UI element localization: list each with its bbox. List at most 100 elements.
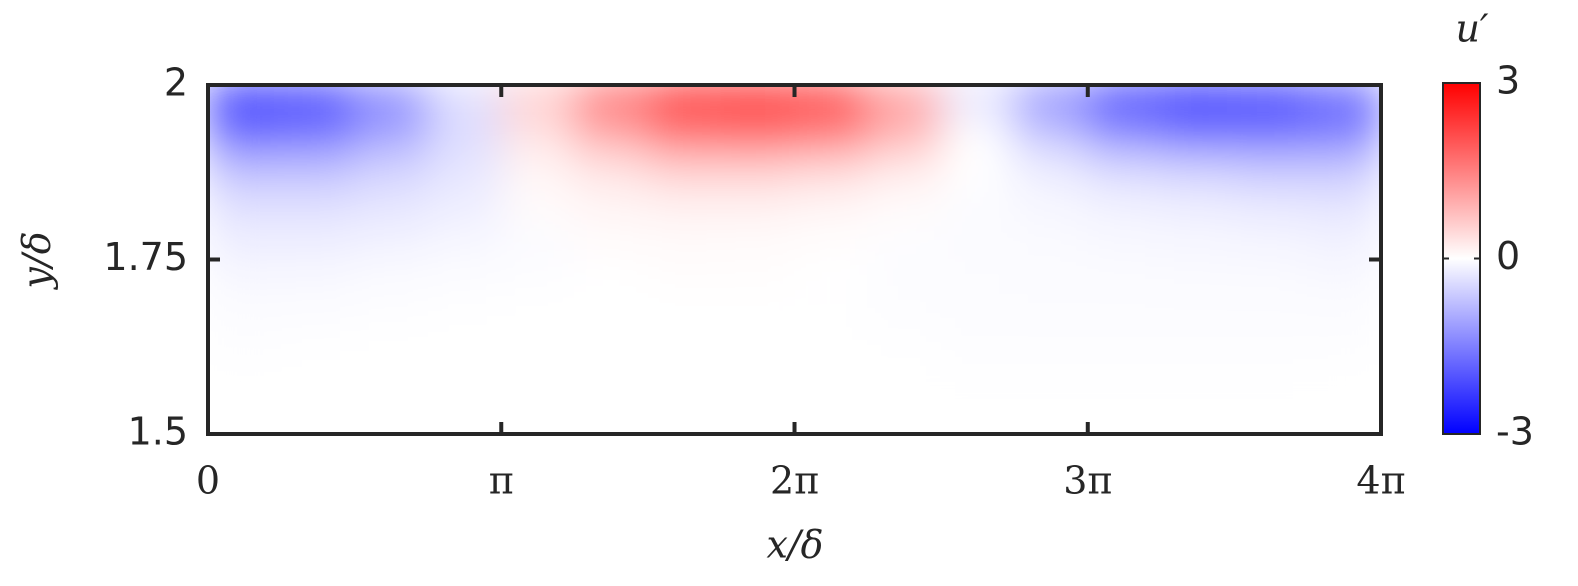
- colorbar-tick-label: -3: [1496, 410, 1534, 454]
- heatmap-cell: [794, 259, 869, 295]
- heatmap-cell: [427, 293, 502, 330]
- heatmap-cell: [794, 154, 869, 191]
- heatmap-cell: [574, 259, 649, 295]
- heatmap-cell: [1160, 328, 1235, 365]
- y-tick-label: 1.5: [128, 410, 188, 454]
- x-tick-label: 3π: [1063, 459, 1112, 503]
- heatmap-cell: [940, 293, 1016, 330]
- heatmap-cell: [1013, 154, 1089, 191]
- heatmap-cell: [427, 398, 502, 434]
- heatmap-cell: [500, 119, 575, 156]
- heatmap-cell: [720, 293, 795, 330]
- heatmap-cell: [867, 398, 942, 434]
- heatmap-cell: [1160, 119, 1235, 156]
- heatmap-cell: [1234, 328, 1309, 365]
- heatmap-cell: [574, 85, 649, 121]
- heatmap-cell: [1013, 398, 1089, 434]
- heatmap-cell: [940, 259, 1016, 295]
- heatmap-cell: [1013, 85, 1089, 121]
- heatmap-cell: [1306, 154, 1381, 191]
- heatmap-cell: [940, 189, 1016, 226]
- heatmap-cell: [1306, 363, 1381, 400]
- heatmap-cell: [1160, 398, 1235, 434]
- heatmap-cell: [427, 85, 502, 121]
- heatmap-cell: [940, 154, 1016, 191]
- heatmap-cell: [647, 363, 723, 400]
- heatmap-cell: [574, 189, 649, 226]
- heatmap-cell: [1234, 85, 1309, 121]
- heatmap-cell: [500, 398, 575, 434]
- heatmap-cell: [1087, 328, 1162, 365]
- heatmap-cell: [574, 224, 649, 260]
- x-tick-label: π: [489, 459, 514, 503]
- heatmap-cell: [208, 293, 282, 330]
- heatmap-cell: [647, 119, 723, 156]
- heatmap-cell: [720, 259, 795, 295]
- heatmap-cell: [208, 328, 282, 365]
- heatmap-cell: [867, 224, 942, 260]
- heatmap-cell: [867, 154, 942, 191]
- heatmap-cell: [1087, 85, 1162, 121]
- heatmap-cell: [500, 363, 575, 400]
- heatmap-cell: [720, 154, 795, 191]
- heatmap-cell: [427, 259, 502, 295]
- heatmap-cell: [574, 328, 649, 365]
- heatmap-cell: [1160, 85, 1235, 121]
- heatmap-cell: [500, 85, 575, 121]
- plot-area: [208, 85, 1381, 434]
- heatmap-cell: [1087, 398, 1162, 434]
- heatmap-cell: [647, 85, 723, 121]
- heatmap-cell: [427, 363, 502, 400]
- heatmap-cell: [1013, 189, 1089, 226]
- y-tick-label: 2: [164, 61, 188, 105]
- heatmap-cell: [427, 224, 502, 260]
- heatmap-cell: [1160, 224, 1235, 260]
- heatmap-cell: [1234, 189, 1309, 226]
- heatmap-cell: [647, 224, 723, 260]
- heatmap-cell: [353, 363, 429, 400]
- heatmap-cell: [280, 328, 356, 365]
- heatmap-cell: [208, 189, 282, 226]
- heatmap-cell: [280, 224, 356, 260]
- heatmap-cell: [1234, 119, 1309, 156]
- heatmap-cell: [940, 363, 1016, 400]
- heatmap-cell: [500, 293, 575, 330]
- heatmap-cell: [1013, 363, 1089, 400]
- heatmap-cell: [794, 189, 869, 226]
- heatmap-cell: [574, 154, 649, 191]
- heatmap-cell: [1306, 328, 1381, 365]
- heatmap-cell: [280, 259, 356, 295]
- heatmap-cell: [867, 259, 942, 295]
- heatmap-cell: [208, 363, 282, 400]
- heatmap-cell: [1087, 363, 1162, 400]
- heatmap-cell: [280, 363, 356, 400]
- heatmap-cell: [280, 154, 356, 191]
- heatmap-cell: [1013, 224, 1089, 260]
- heatmap-cell: [1087, 224, 1162, 260]
- heatmap-cell: [208, 85, 282, 121]
- heatmap-cell: [208, 398, 282, 434]
- heatmap-cell: [647, 259, 723, 295]
- heatmap-cell: [353, 259, 429, 295]
- heatmap-cell: [940, 328, 1016, 365]
- heatmap-cell: [1160, 363, 1235, 400]
- heatmap-cell: [353, 119, 429, 156]
- heatmap-cell: [647, 293, 723, 330]
- heatmap-cell: [1306, 398, 1381, 434]
- heatmap-cell: [1087, 154, 1162, 191]
- heatmap-cell: [794, 363, 869, 400]
- heatmap-cell: [353, 154, 429, 191]
- heatmap-cell: [720, 224, 795, 260]
- heatmap-cell: [647, 189, 723, 226]
- colorbar-title: u′: [1455, 7, 1488, 51]
- heatmap-cell: [1306, 293, 1381, 330]
- heatmap-cell: [353, 189, 429, 226]
- heatmap-cell: [794, 398, 869, 434]
- heatmap-cell: [794, 328, 869, 365]
- heatmap-cell: [1160, 293, 1235, 330]
- heatmap-cell: [720, 119, 795, 156]
- heatmap-cell: [280, 398, 356, 434]
- heatmap-cell: [1234, 224, 1309, 260]
- heatmap-cell: [647, 328, 723, 365]
- heatmap-cell: [574, 119, 649, 156]
